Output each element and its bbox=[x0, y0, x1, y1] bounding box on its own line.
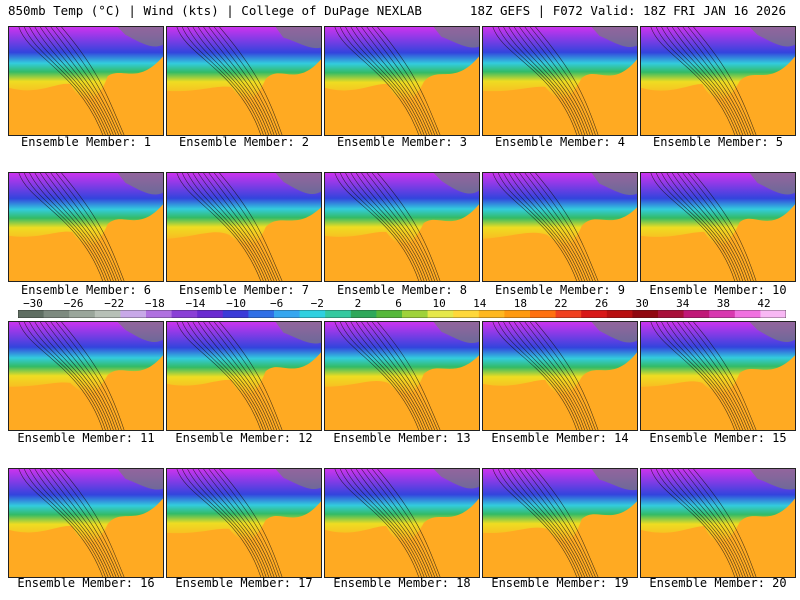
ensemble-member-label: Ensemble Member: 2 bbox=[178, 135, 310, 149]
colorbar-tick-label: 6 bbox=[395, 297, 402, 310]
ensemble-map-panel bbox=[324, 26, 480, 136]
colorbar-tick-label: −6 bbox=[270, 297, 284, 310]
colorbar-swatch bbox=[530, 310, 557, 318]
ensemble-map-panel bbox=[166, 172, 322, 282]
colorbar-swatch bbox=[325, 310, 352, 318]
colorbar-tick-label: −22 bbox=[104, 297, 125, 310]
ensemble-member-label: Ensemble Member: 12 bbox=[175, 431, 313, 445]
ensemble-map-panel bbox=[324, 321, 480, 431]
colorbar-swatch bbox=[350, 310, 377, 318]
ensemble-member-label: Ensemble Member: 11 bbox=[17, 431, 155, 445]
ensemble-member-label: Ensemble Member: 4 bbox=[494, 135, 626, 149]
colorbar-swatch bbox=[197, 310, 224, 318]
ensemble-map-panel bbox=[640, 26, 796, 136]
ensemble-member-label: Ensemble Member: 18 bbox=[333, 576, 471, 590]
ensemble-map-panel bbox=[8, 172, 164, 282]
colorbar-tick-label: −2 bbox=[310, 297, 324, 310]
colorbar-swatch bbox=[222, 310, 249, 318]
ensemble-map-panel bbox=[640, 321, 796, 431]
colorbar-tick-label: 38 bbox=[716, 297, 730, 310]
colorbar-swatch bbox=[658, 310, 685, 318]
ensemble-map-panel bbox=[324, 172, 480, 282]
ensemble-member-label: Ensemble Member: 9 bbox=[494, 283, 626, 297]
ensemble-map-panel bbox=[166, 321, 322, 431]
ensemble-map-panel bbox=[640, 172, 796, 282]
colorbar-tick-label: 18 bbox=[513, 297, 527, 310]
ensemble-map-panel bbox=[166, 26, 322, 136]
colorbar-swatch bbox=[760, 310, 786, 318]
colorbar-tick-label: −10 bbox=[226, 297, 246, 310]
colorbar-tick-label: 10 bbox=[432, 297, 446, 310]
colorbar-swatch bbox=[453, 310, 480, 318]
colorbar-swatch bbox=[248, 310, 275, 318]
colorbar-swatch bbox=[120, 310, 147, 318]
colorbar-swatch bbox=[274, 310, 301, 318]
colorbar-tick-label: −14 bbox=[185, 297, 206, 310]
ensemble-member-label: Ensemble Member: 19 bbox=[491, 576, 629, 590]
colorbar-swatch bbox=[299, 310, 326, 318]
colorbar-tick-label: −18 bbox=[144, 297, 165, 310]
ensemble-member-label: Ensemble Member: 6 bbox=[20, 283, 152, 297]
ensemble-member-label: Ensemble Member: 17 bbox=[175, 576, 313, 590]
colorbar-swatch bbox=[504, 310, 531, 318]
colorbar-swatch bbox=[171, 310, 198, 318]
colorbar-tick-label: −26 bbox=[63, 297, 84, 310]
colorbar-swatch bbox=[555, 310, 582, 318]
ensemble-member-label: Ensemble Member: 14 bbox=[491, 431, 629, 445]
colorbar-swatch bbox=[402, 310, 429, 318]
colorbar-swatch bbox=[734, 310, 761, 318]
ensemble-map-panel bbox=[8, 26, 164, 136]
ensemble-member-label: Ensemble Member: 10 bbox=[649, 283, 787, 297]
colorbar-swatch bbox=[632, 310, 659, 318]
ensemble-member-label: Ensemble Member: 8 bbox=[336, 283, 468, 297]
ensemble-member-label: Ensemble Member: 16 bbox=[17, 576, 155, 590]
ensemble-map-panel bbox=[482, 321, 638, 431]
colorbar-tick-label: 14 bbox=[473, 297, 487, 310]
ensemble-map-panel bbox=[8, 321, 164, 431]
ensemble-map-panel bbox=[482, 468, 638, 578]
ensemble-member-label: Ensemble Member: 7 bbox=[178, 283, 310, 297]
ensemble-map-panel bbox=[324, 468, 480, 578]
colorbar-swatch bbox=[43, 310, 70, 318]
colorbar-tick-label: 42 bbox=[757, 297, 771, 310]
colorbar-swatch bbox=[683, 310, 710, 318]
colorbar-tick-label: 22 bbox=[554, 297, 568, 310]
temperature-colorbar bbox=[18, 310, 786, 318]
colorbar-tick-label: 26 bbox=[594, 297, 609, 310]
colorbar-swatch bbox=[94, 310, 121, 318]
colorbar-tick-label: 34 bbox=[676, 297, 690, 310]
colorbar-swatch bbox=[478, 310, 505, 318]
ensemble-map-panel bbox=[482, 172, 638, 282]
ensemble-member-label: Ensemble Member: 3 bbox=[336, 135, 468, 149]
colorbar-swatch bbox=[146, 310, 173, 318]
colorbar-swatch bbox=[376, 310, 403, 318]
colorbar-tick-label: 30 bbox=[635, 297, 649, 310]
map-header-right: 18Z GEFS | F072 Valid: 18Z FRI JAN 16 20… bbox=[469, 3, 786, 18]
colorbar-swatch bbox=[69, 310, 96, 318]
colorbar-tick-label: 2 bbox=[354, 297, 362, 310]
ensemble-member-label: Ensemble Member: 5 bbox=[652, 135, 784, 149]
colorbar-swatch bbox=[606, 310, 633, 318]
colorbar-swatch bbox=[709, 310, 736, 318]
ensemble-map-panel bbox=[482, 26, 638, 136]
colorbar-tick-label: −30 bbox=[23, 297, 43, 310]
ensemble-map-panel bbox=[166, 468, 322, 578]
ensemble-map-panel bbox=[8, 468, 164, 578]
map-header-left: 850mb Temp (°C) | Wind (kts) | College o… bbox=[8, 3, 422, 18]
colorbar-swatch bbox=[427, 310, 454, 318]
colorbar-swatch bbox=[18, 310, 45, 318]
ensemble-member-label: Ensemble Member: 13 bbox=[333, 431, 471, 445]
ensemble-member-label: Ensemble Member: 15 bbox=[649, 431, 787, 445]
ensemble-member-label: Ensemble Member: 20 bbox=[649, 576, 787, 590]
ensemble-member-label: Ensemble Member: 1 bbox=[20, 135, 152, 149]
colorbar-swatch bbox=[581, 310, 608, 318]
ensemble-map-panel bbox=[640, 468, 796, 578]
